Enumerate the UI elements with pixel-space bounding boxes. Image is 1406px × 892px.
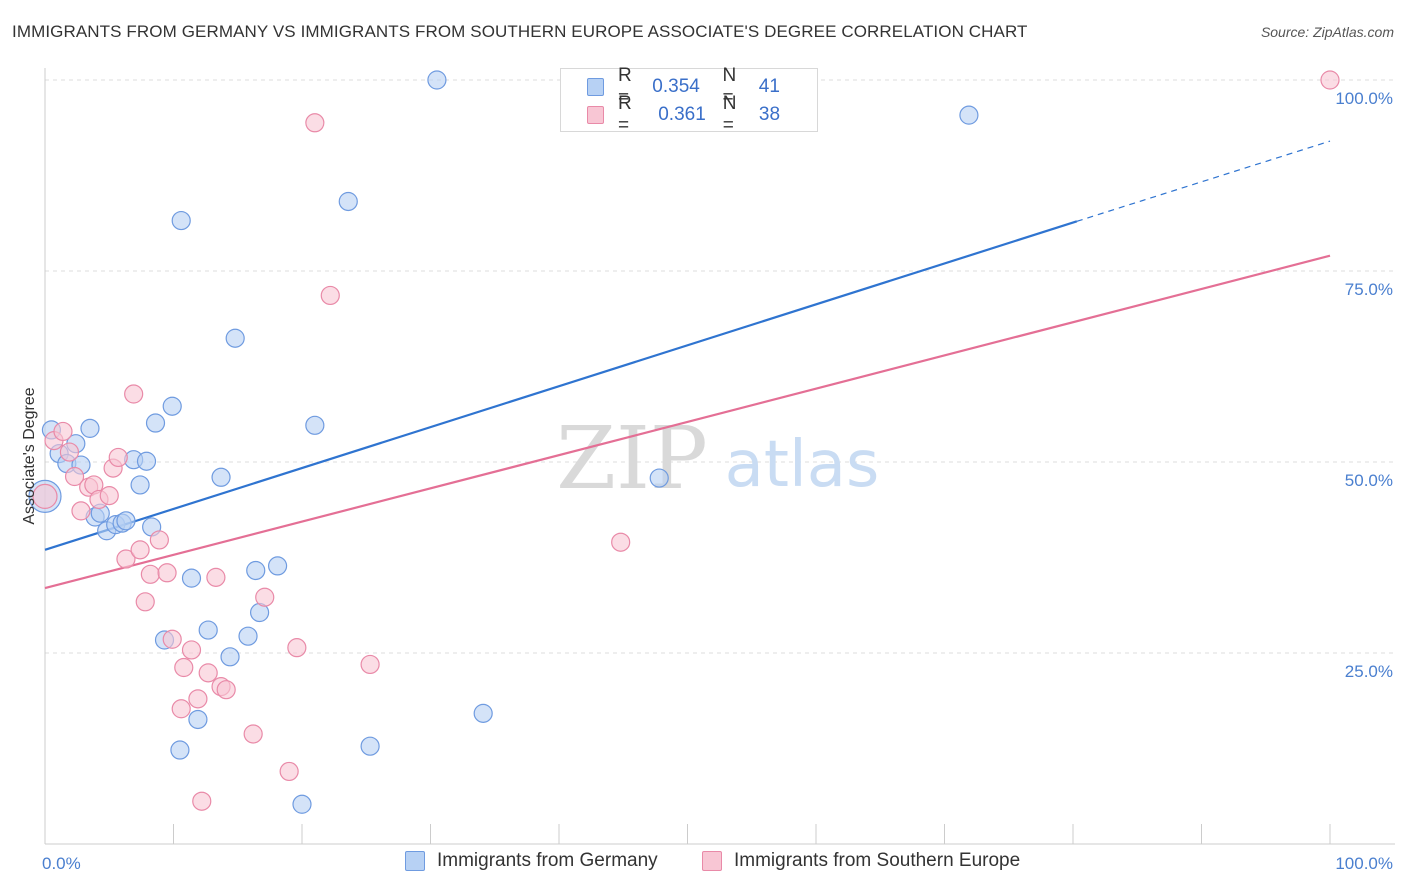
point-southern-europe [124, 384, 144, 404]
point-southern-europe [171, 699, 191, 719]
point-germany [649, 468, 669, 488]
point-germany [188, 709, 208, 730]
point-southern-europe [611, 532, 631, 552]
point-southern-europe [181, 640, 202, 660]
point-germany [267, 556, 288, 576]
y-tick-label: 25.0% [1345, 662, 1393, 681]
data-points [28, 70, 1340, 814]
trend-extension-germany [1076, 140, 1331, 222]
point-germany [225, 328, 245, 348]
point-germany [427, 70, 447, 90]
point-southern-europe [135, 592, 155, 612]
point-southern-europe [279, 761, 299, 782]
point-germany [238, 626, 258, 646]
point-southern-europe [360, 654, 380, 675]
series-legend: Immigrants from Germany Immigrants from … [0, 850, 1406, 880]
point-germany [170, 740, 190, 760]
point-germany [338, 191, 358, 212]
series-swatch-germany [405, 851, 425, 871]
legend-row-germany: R = 0.354 N = 41 [587, 65, 817, 108]
point-southern-europe [130, 540, 150, 560]
legend-r-label: R = [618, 65, 632, 108]
point-germany [162, 396, 182, 416]
point-germany [136, 451, 157, 471]
point-germany [360, 736, 380, 756]
point-germany [211, 467, 231, 487]
point-germany [305, 415, 325, 435]
point-germany [292, 794, 312, 814]
watermark: ZIP atlas [556, 409, 879, 509]
y-tick-label: 50.0% [1345, 471, 1393, 490]
y-tick-label: 100.0% [1335, 89, 1393, 108]
point-southern-europe [64, 466, 85, 487]
point-southern-europe [71, 501, 91, 521]
point-southern-europe [162, 629, 182, 649]
correlation-legend: R = 0.354 N = 41 R = 0.361 N = 38 [560, 65, 818, 136]
x-tick-label-min: 0.0% [42, 854, 81, 873]
legend-n-label: N = [722, 93, 737, 136]
watermark-atlas: atlas [725, 428, 880, 502]
source-credit: Source: ZipAtlas.com [1260, 24, 1394, 40]
legend-r-value-germany: 0.354 [652, 76, 700, 97]
legend-row-southern-europe: R = 0.361 N = 38 [587, 93, 817, 136]
point-southern-europe [116, 549, 136, 569]
legend-n-value-germany: 41 [758, 76, 780, 97]
point-southern-europe [53, 421, 73, 442]
tick-labels: 25.0% 50.0% 75.0% 100.0% 0.0% 100.0% [42, 89, 1393, 873]
point-southern-europe [198, 663, 218, 683]
x-tick-label-max: 100.0% [1335, 854, 1393, 873]
series-label-southern-europe: Immigrants from Southern Europe [734, 850, 1021, 871]
point-southern-europe [243, 724, 263, 744]
trend-line-germany [44, 220, 1078, 551]
series-label-germany: Immigrants from Germany [437, 850, 658, 871]
legend-swatch-germany [587, 78, 605, 96]
point-germany [116, 511, 136, 531]
y-tick-label: 75.0% [1345, 280, 1393, 299]
point-germany [473, 703, 493, 723]
point-southern-europe [206, 567, 226, 587]
point-germany [181, 568, 202, 588]
point-germany [171, 210, 191, 231]
series-swatch-southern-europe [702, 851, 722, 871]
trend-lines [44, 140, 1331, 590]
point-southern-europe [188, 689, 208, 709]
point-germany [246, 560, 266, 581]
point-southern-europe [59, 442, 80, 462]
point-southern-europe [99, 486, 119, 506]
trend-line-southern-europe [44, 254, 1331, 590]
point-southern-europe [255, 587, 275, 607]
legend-r-value-southern-europe: 0.361 [658, 104, 706, 125]
point-germany [959, 105, 979, 125]
point-southern-europe [305, 113, 325, 133]
point-germany [198, 620, 218, 640]
point-southern-europe [32, 483, 58, 509]
point-southern-europe [157, 563, 177, 583]
series-legend-southern-europe[interactable]: Immigrants from Southern Europe [702, 850, 1020, 872]
point-southern-europe [192, 791, 212, 811]
point-southern-europe [216, 680, 236, 700]
point-germany [145, 413, 166, 433]
chart-title: IMMIGRANTS FROM GERMANY VS IMMIGRANTS FR… [12, 22, 1028, 41]
axes [44, 68, 1395, 845]
series-legend-germany[interactable]: Immigrants from Germany [405, 850, 658, 872]
legend-swatch-southern-europe [587, 106, 604, 124]
point-germany [130, 475, 150, 495]
legend-r-label: R = [618, 93, 632, 136]
point-southern-europe [1320, 70, 1340, 90]
point-southern-europe [149, 530, 169, 550]
point-germany [80, 418, 100, 438]
point-southern-europe [287, 638, 307, 658]
watermark-zip: ZIP [556, 409, 708, 509]
point-southern-europe [320, 285, 340, 306]
legend-n-value-southern-europe: 38 [758, 104, 781, 125]
y-axis-title: Associate's Degree [21, 387, 38, 524]
legend-n-label: N = [722, 65, 737, 108]
point-germany [220, 647, 240, 667]
point-southern-europe [140, 564, 160, 584]
point-southern-europe [174, 657, 194, 678]
point-southern-europe [108, 447, 128, 468]
